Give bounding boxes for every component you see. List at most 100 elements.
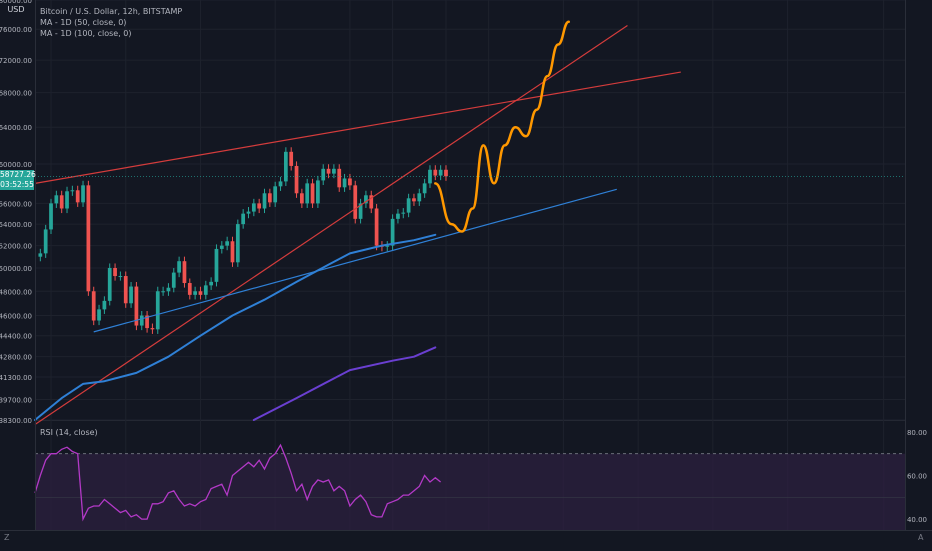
candle-body bbox=[374, 208, 379, 246]
candle-body bbox=[316, 180, 320, 204]
candle-body bbox=[300, 193, 304, 204]
candle-body bbox=[348, 178, 352, 186]
price-tick-label: 80000.00 bbox=[0, 0, 32, 5]
candle-body bbox=[283, 151, 288, 182]
ma-50-legend[interactable]: MA - 1D (50, close, 0) bbox=[40, 18, 127, 27]
candle-body bbox=[118, 276, 123, 278]
candle-body bbox=[161, 291, 165, 293]
candle-body bbox=[251, 203, 256, 212]
price-tick-label: 60000.00 bbox=[0, 161, 32, 169]
price-tick-label: 56000.00 bbox=[0, 200, 32, 208]
candle-body bbox=[364, 195, 368, 204]
candle-body bbox=[139, 315, 144, 326]
time-axis[interactable] bbox=[0, 530, 932, 551]
candle-body bbox=[38, 253, 43, 257]
candle-body bbox=[401, 212, 406, 214]
candle-body bbox=[273, 186, 278, 203]
candle-body bbox=[219, 245, 224, 249]
candle-body bbox=[97, 309, 101, 321]
candle-body bbox=[43, 229, 48, 254]
candle-body bbox=[123, 276, 128, 304]
candle-body bbox=[49, 203, 53, 230]
price-tick-label: 39700.00 bbox=[0, 397, 32, 405]
candle-body bbox=[422, 183, 427, 194]
symbol-title[interactable]: Bitcoin / U.S. Dollar, 12h, BITSTAMP bbox=[40, 7, 183, 16]
ma-50-line bbox=[34, 233, 437, 421]
rsi-tick-label: 40.00 bbox=[907, 516, 927, 524]
candle-body bbox=[166, 287, 171, 292]
price-tick-label: 72000.00 bbox=[0, 57, 32, 65]
candle-body bbox=[235, 224, 240, 263]
last-price: 58727.26 bbox=[0, 170, 36, 179]
rsi-line bbox=[34, 443, 442, 522]
candle-body bbox=[81, 185, 85, 203]
candle-body bbox=[214, 248, 219, 282]
candle-body bbox=[102, 300, 107, 310]
candle-body bbox=[203, 285, 208, 295]
ma-100-legend[interactable]: MA - 1D (100, close, 0) bbox=[40, 29, 132, 38]
ma-100-line bbox=[252, 346, 437, 421]
candle-body bbox=[358, 203, 363, 219]
trendline bbox=[93, 188, 617, 333]
candle-body bbox=[177, 261, 181, 273]
candle-body bbox=[305, 183, 310, 204]
candle-body bbox=[182, 261, 187, 284]
candle-body bbox=[198, 291, 203, 295]
candle-body bbox=[278, 181, 283, 187]
candle-body bbox=[134, 286, 139, 326]
candle-body bbox=[412, 198, 416, 202]
price-tick-label: 76000.00 bbox=[0, 26, 32, 34]
last-price-badge: 58727.26 03:52:55 bbox=[0, 170, 36, 190]
candle-body bbox=[54, 195, 59, 204]
price-tick-label: 68000.00 bbox=[0, 90, 32, 98]
candle-body bbox=[332, 168, 336, 174]
candle-body bbox=[107, 267, 112, 301]
candle-body bbox=[246, 211, 251, 214]
candle-body bbox=[75, 190, 80, 203]
price-tick-label: 50000.00 bbox=[0, 265, 32, 273]
candle-body bbox=[91, 291, 96, 321]
price-tick-label: 52000.00 bbox=[0, 243, 32, 251]
candle-body bbox=[444, 169, 448, 177]
forecast-path bbox=[434, 20, 570, 233]
price-tick-label: 64000.00 bbox=[0, 124, 32, 132]
rsi-legend[interactable]: RSI (14, close) bbox=[40, 428, 98, 437]
candle-body bbox=[257, 203, 262, 209]
candle-body bbox=[129, 286, 133, 304]
candle-body bbox=[70, 190, 75, 192]
candle-body bbox=[321, 168, 326, 181]
rsi-tick-label: 80.00 bbox=[907, 429, 927, 437]
candle-body bbox=[326, 168, 331, 174]
candle-body bbox=[428, 169, 432, 184]
candle-body bbox=[230, 241, 235, 263]
candle-body bbox=[225, 241, 230, 246]
candle-body bbox=[417, 193, 422, 202]
auto-scale-button[interactable]: A bbox=[918, 533, 924, 542]
candle-body bbox=[262, 193, 267, 209]
candle-body bbox=[294, 165, 299, 194]
price-tick-label: 48000.00 bbox=[0, 288, 32, 296]
candle-body bbox=[155, 291, 160, 330]
candle-body bbox=[353, 185, 358, 219]
candle-body bbox=[433, 169, 438, 176]
candle-body bbox=[187, 283, 192, 295]
candle-body bbox=[438, 169, 443, 176]
rsi-tick-label: 60.00 bbox=[907, 473, 927, 481]
price-tick-label: 38300.00 bbox=[0, 417, 32, 425]
price-tick-label: 46000.00 bbox=[0, 313, 32, 321]
candle-body bbox=[267, 193, 272, 203]
timezone-button[interactable]: Z bbox=[4, 533, 10, 542]
candle-body bbox=[406, 198, 411, 213]
trendline bbox=[34, 25, 628, 425]
candle-body bbox=[59, 195, 64, 209]
price-tick-label: 54000.00 bbox=[0, 221, 32, 229]
candle-body bbox=[385, 245, 390, 247]
candle-body bbox=[241, 213, 246, 225]
price-tick-label: 41300.00 bbox=[0, 374, 32, 382]
bar-countdown: 03:52:55 bbox=[0, 180, 34, 189]
candle-body bbox=[396, 213, 400, 219]
price-axis[interactable] bbox=[0, 0, 36, 550]
candle-body bbox=[369, 195, 374, 209]
